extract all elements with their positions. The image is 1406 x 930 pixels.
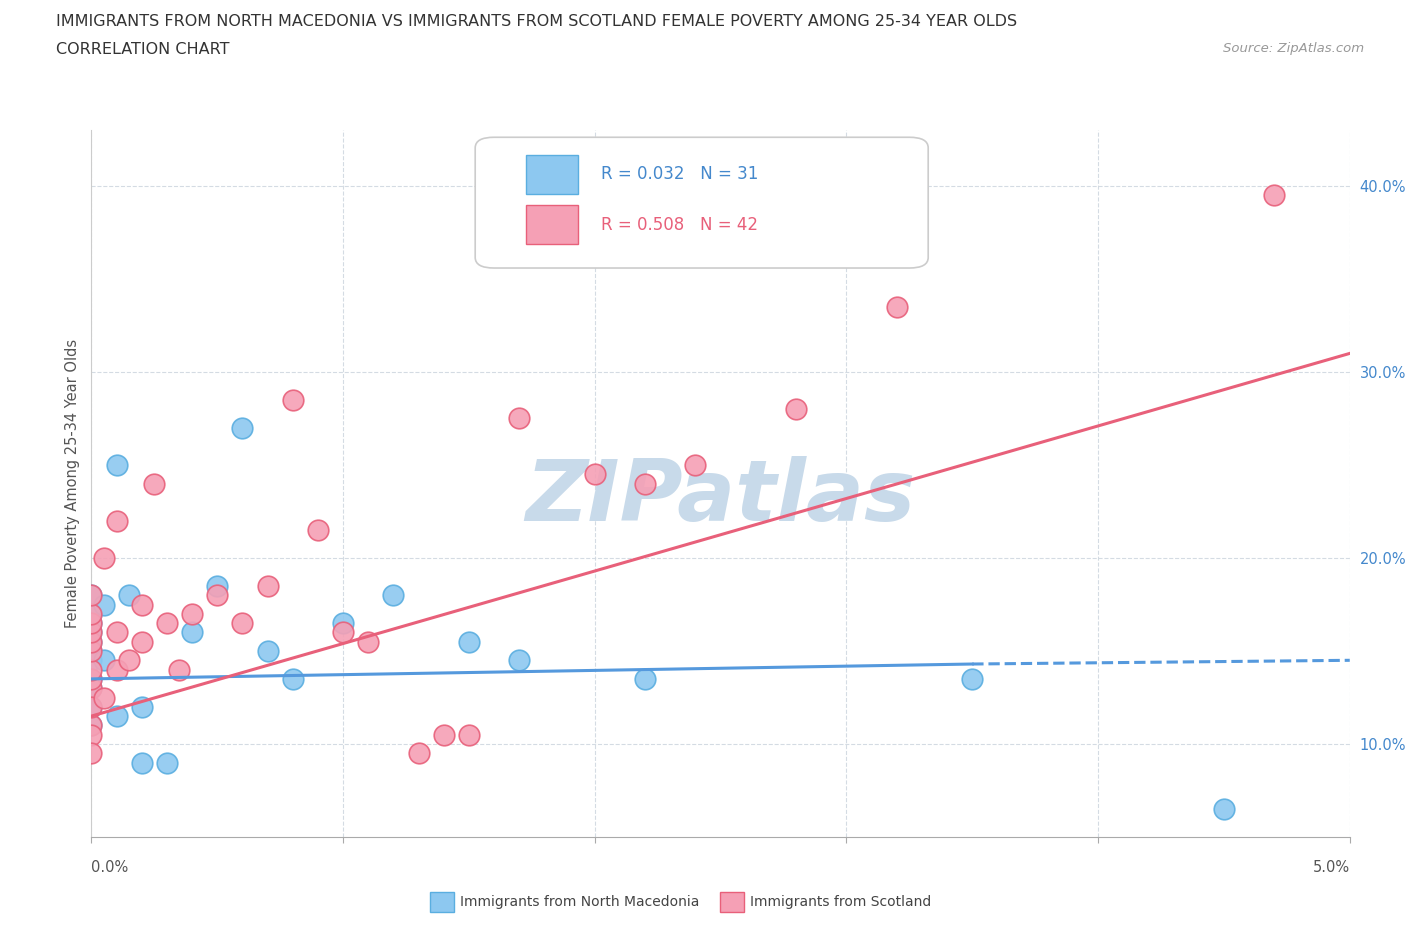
Point — [80, 681, 103, 696]
Point — [332, 625, 354, 640]
Point — [80, 616, 103, 631]
Point — [80, 644, 103, 658]
Point — [105, 709, 128, 724]
Point — [1263, 188, 1285, 203]
Point — [80, 634, 103, 649]
Point — [205, 578, 228, 593]
Point — [457, 727, 479, 742]
Point — [281, 392, 304, 407]
Point — [583, 467, 606, 482]
Point — [93, 690, 115, 705]
Point — [105, 458, 128, 472]
Bar — [526, 206, 578, 245]
Point — [256, 578, 278, 593]
Point — [685, 458, 707, 472]
Point — [634, 671, 657, 686]
Point — [332, 616, 354, 631]
FancyBboxPatch shape — [475, 138, 928, 268]
Point — [181, 625, 204, 640]
Text: R = 0.508   N = 42: R = 0.508 N = 42 — [600, 216, 758, 233]
Point — [156, 755, 179, 770]
Point — [307, 523, 329, 538]
Point — [80, 606, 103, 621]
Point — [156, 616, 179, 631]
Point — [93, 597, 115, 612]
Point — [118, 653, 141, 668]
Point — [131, 755, 153, 770]
Point — [80, 606, 103, 621]
Text: IMMIGRANTS FROM NORTH MACEDONIA VS IMMIGRANTS FROM SCOTLAND FEMALE POVERTY AMONG: IMMIGRANTS FROM NORTH MACEDONIA VS IMMIG… — [56, 14, 1018, 29]
Point — [1212, 802, 1236, 817]
Point — [785, 402, 807, 417]
Point — [131, 699, 153, 714]
Point — [80, 653, 103, 668]
Point — [886, 299, 908, 314]
Point — [408, 746, 430, 761]
Point — [80, 634, 103, 649]
Point — [80, 662, 103, 677]
Text: Source: ZipAtlas.com: Source: ZipAtlas.com — [1223, 42, 1364, 55]
Point — [80, 671, 103, 686]
Point — [118, 588, 141, 603]
Point — [169, 662, 191, 677]
Bar — [720, 892, 744, 912]
Point — [80, 746, 103, 761]
Point — [508, 411, 530, 426]
Text: Immigrants from Scotland: Immigrants from Scotland — [749, 895, 931, 909]
Point — [105, 513, 128, 528]
Point — [80, 588, 103, 603]
Text: ZIPatlas: ZIPatlas — [526, 457, 915, 539]
Point — [256, 644, 278, 658]
Point — [131, 597, 153, 612]
Point — [231, 616, 253, 631]
Point — [80, 644, 103, 658]
Point — [80, 718, 103, 733]
Text: 0.0%: 0.0% — [91, 860, 128, 875]
Point — [131, 634, 153, 649]
Point — [357, 634, 380, 649]
Bar — [526, 155, 578, 193]
Point — [93, 653, 115, 668]
Point — [80, 625, 103, 640]
Point — [80, 727, 103, 742]
Point — [80, 616, 103, 631]
Point — [93, 551, 115, 565]
Text: Immigrants from North Macedonia: Immigrants from North Macedonia — [460, 895, 699, 909]
Point — [143, 476, 166, 491]
Point — [433, 727, 456, 742]
Point — [382, 588, 405, 603]
Text: 5.0%: 5.0% — [1313, 860, 1350, 875]
Point — [231, 420, 253, 435]
Bar — [430, 892, 454, 912]
Point — [634, 476, 657, 491]
Point — [80, 681, 103, 696]
Point — [105, 625, 128, 640]
Text: R = 0.032   N = 31: R = 0.032 N = 31 — [600, 166, 758, 183]
Point — [181, 606, 204, 621]
Point — [962, 671, 984, 686]
Point — [80, 671, 103, 686]
Point — [457, 634, 479, 649]
Y-axis label: Female Poverty Among 25-34 Year Olds: Female Poverty Among 25-34 Year Olds — [65, 339, 80, 628]
Point — [205, 588, 228, 603]
Point — [80, 699, 103, 714]
Point — [80, 718, 103, 733]
Point — [105, 662, 128, 677]
Point — [80, 699, 103, 714]
Point — [508, 653, 530, 668]
Point — [80, 625, 103, 640]
Point — [281, 671, 304, 686]
Text: CORRELATION CHART: CORRELATION CHART — [56, 42, 229, 57]
Point — [80, 588, 103, 603]
